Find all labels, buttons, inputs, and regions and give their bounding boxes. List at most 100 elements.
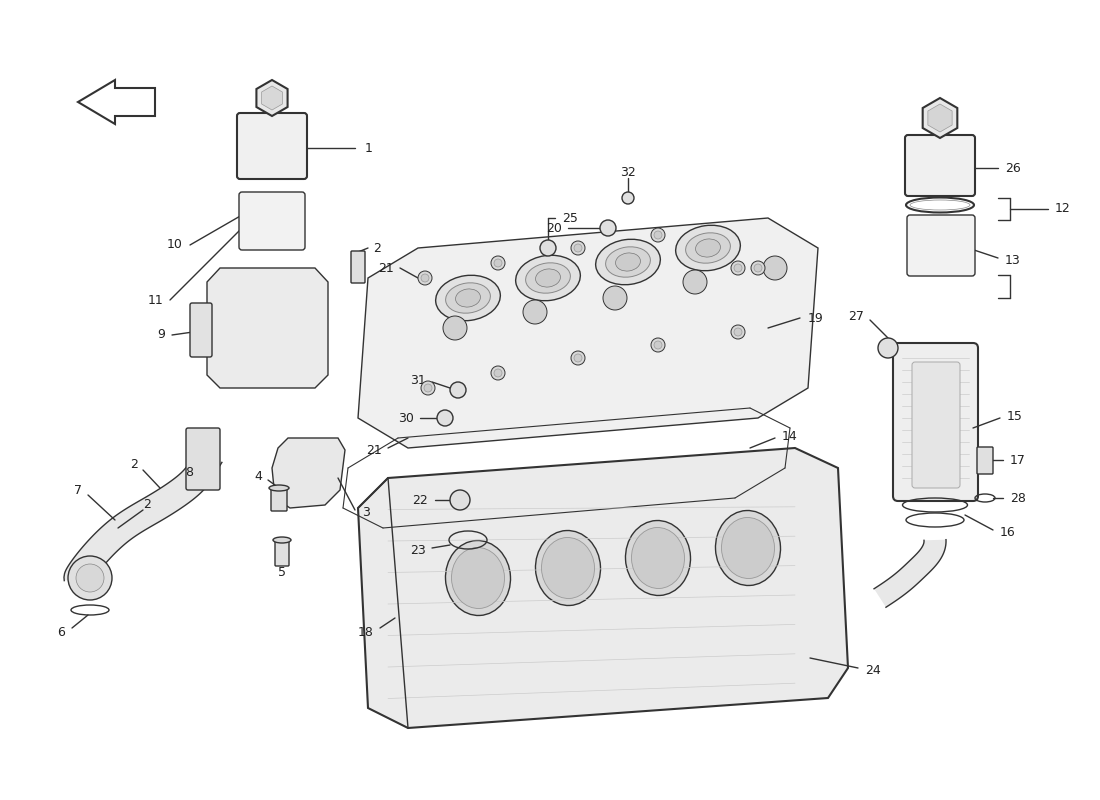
Polygon shape [207,268,328,388]
Ellipse shape [451,547,505,609]
Text: 2: 2 [373,242,381,254]
Circle shape [621,192,634,204]
Circle shape [574,354,582,362]
Text: 1: 1 [365,142,373,154]
Text: 30: 30 [398,411,414,425]
Circle shape [571,351,585,365]
Circle shape [654,231,662,239]
Text: 25: 25 [562,211,578,225]
Text: 17: 17 [1010,454,1026,466]
FancyBboxPatch shape [905,135,975,196]
Polygon shape [256,80,287,116]
Ellipse shape [516,255,581,301]
Text: 19: 19 [808,311,824,325]
Polygon shape [272,438,345,508]
Circle shape [450,490,470,510]
FancyBboxPatch shape [186,428,220,490]
Ellipse shape [270,485,289,491]
Circle shape [600,220,616,236]
FancyBboxPatch shape [912,362,960,488]
Ellipse shape [455,289,481,307]
Ellipse shape [722,518,774,578]
FancyBboxPatch shape [236,113,307,179]
Text: 5: 5 [278,566,286,578]
Text: 10: 10 [167,238,183,251]
Polygon shape [874,540,946,607]
Text: 26: 26 [1005,162,1021,174]
Circle shape [421,274,429,282]
Ellipse shape [446,283,491,313]
Polygon shape [358,218,818,448]
Text: 23: 23 [410,543,426,557]
Text: 9: 9 [157,329,165,342]
Ellipse shape [626,521,691,595]
Circle shape [494,369,502,377]
Ellipse shape [616,253,640,271]
Circle shape [437,410,453,426]
Circle shape [494,259,502,267]
FancyBboxPatch shape [908,215,975,276]
Text: 14: 14 [782,430,797,442]
Text: 15: 15 [1006,410,1023,422]
Text: 2: 2 [130,458,138,471]
FancyBboxPatch shape [190,303,212,357]
Circle shape [734,328,742,336]
Text: 31: 31 [410,374,426,386]
Ellipse shape [631,527,684,589]
Ellipse shape [695,239,721,257]
Text: 6: 6 [57,626,65,638]
Circle shape [491,366,505,380]
Text: 24: 24 [865,663,881,677]
Text: 11: 11 [147,294,163,306]
Ellipse shape [526,263,571,293]
Text: 8: 8 [185,466,192,478]
FancyBboxPatch shape [275,539,289,566]
Text: 12: 12 [1055,202,1070,215]
FancyBboxPatch shape [977,447,993,474]
Circle shape [76,564,104,592]
Text: 28: 28 [1010,491,1026,505]
Ellipse shape [541,538,594,598]
Circle shape [491,256,505,270]
Text: 21: 21 [366,443,382,457]
FancyBboxPatch shape [893,343,978,501]
Text: 27: 27 [848,310,864,322]
Ellipse shape [536,530,601,606]
Ellipse shape [606,247,650,277]
Ellipse shape [273,537,292,543]
Polygon shape [78,80,155,124]
FancyBboxPatch shape [271,487,287,511]
Circle shape [651,338,666,352]
Text: 13: 13 [1005,254,1021,266]
Circle shape [424,384,432,392]
FancyBboxPatch shape [239,192,305,250]
Ellipse shape [446,541,510,615]
Circle shape [732,325,745,339]
Ellipse shape [715,510,781,586]
Ellipse shape [685,233,730,263]
Circle shape [751,261,764,275]
Text: 2: 2 [143,498,151,511]
Circle shape [651,228,666,242]
Text: 22: 22 [412,494,428,506]
Ellipse shape [596,239,660,285]
Circle shape [603,286,627,310]
Circle shape [418,271,432,285]
Polygon shape [358,448,848,728]
Polygon shape [262,86,283,110]
Text: 4: 4 [254,470,262,483]
Circle shape [574,244,582,252]
Text: 32: 32 [620,166,636,178]
Circle shape [522,300,547,324]
Circle shape [763,256,786,280]
Circle shape [421,381,434,395]
Circle shape [754,264,762,272]
Ellipse shape [536,269,560,287]
FancyBboxPatch shape [351,251,365,283]
Circle shape [571,241,585,255]
Polygon shape [64,448,222,582]
Text: 7: 7 [74,483,82,497]
Circle shape [734,264,742,272]
Circle shape [683,270,707,294]
Text: 3: 3 [362,506,370,518]
